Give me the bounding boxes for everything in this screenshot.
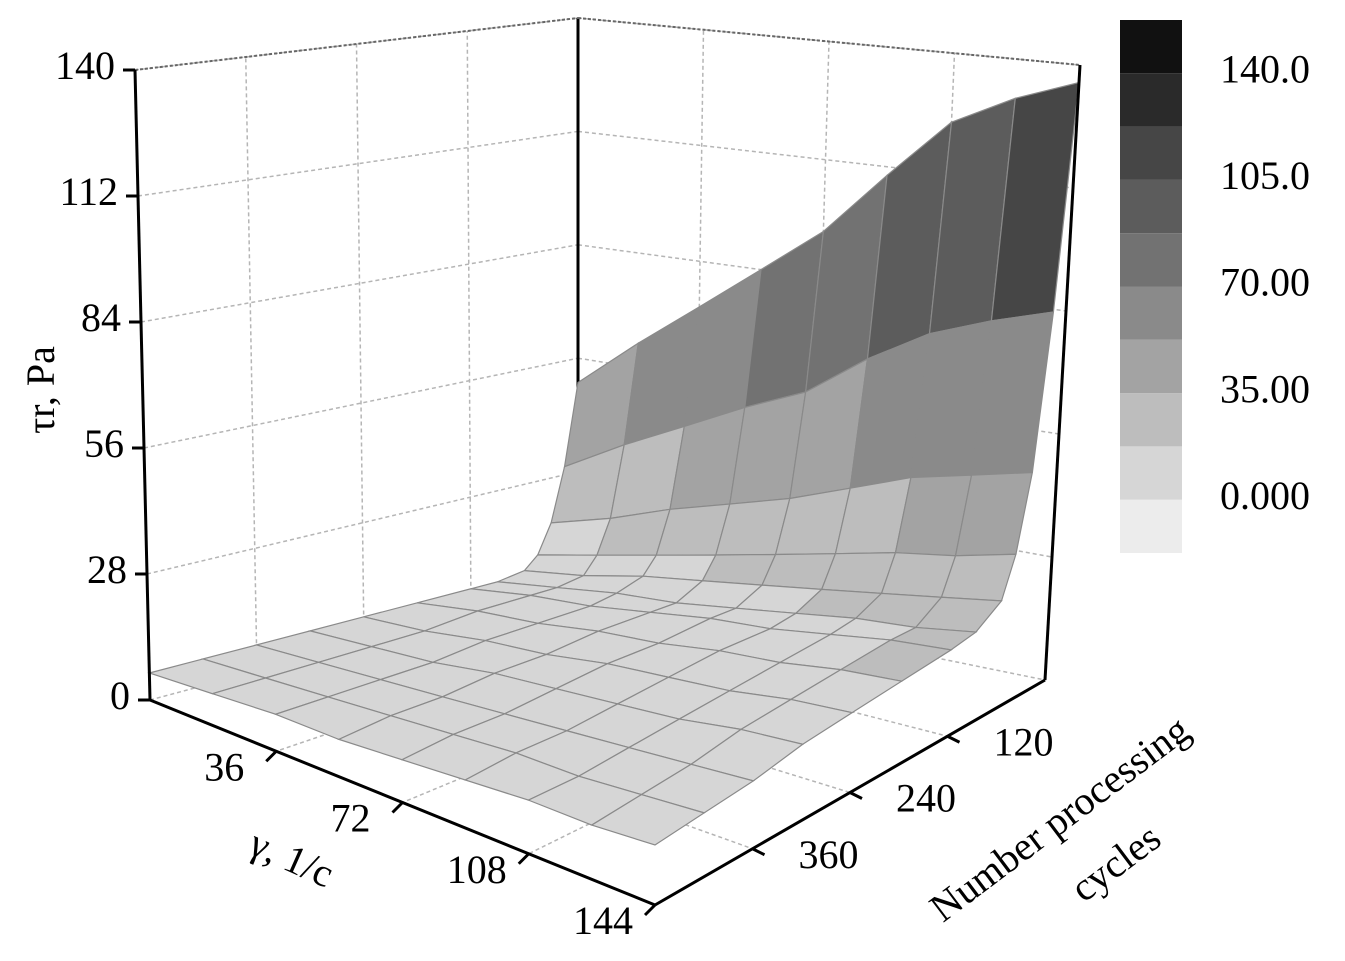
z-tick-label: 84 <box>81 295 121 340</box>
colorbar-band <box>1120 179 1182 234</box>
z-tick-label: 140 <box>55 43 115 88</box>
z-tick-label: 0 <box>110 673 130 718</box>
y-axis-title: Number processing <box>921 707 1197 931</box>
grid-line <box>245 56 258 672</box>
x-tick-label: 144 <box>573 898 633 943</box>
colorbar-band <box>1120 286 1182 340</box>
colorbar-band <box>1120 20 1182 74</box>
box-edge <box>134 17 579 71</box>
grid-line <box>466 30 472 614</box>
y-tick <box>946 734 961 744</box>
colorbar-tick-label: 105.0 <box>1220 153 1310 198</box>
colorbar-band <box>1120 126 1182 180</box>
x-axis-title: γ, 1/c <box>242 819 340 896</box>
y-tick <box>849 791 863 800</box>
grid-line <box>140 244 579 323</box>
x-tick <box>517 852 530 865</box>
colorbar-tick-label: 35.00 <box>1220 366 1310 411</box>
y-tick-label: 360 <box>799 832 859 877</box>
colorbar-tick-label: 0.000 <box>1220 473 1310 518</box>
z-tick-label: 112 <box>59 169 118 214</box>
z-axis <box>133 69 152 701</box>
colorbar-band <box>1120 499 1182 553</box>
colorbar-tick-label: 140.0 <box>1220 46 1310 91</box>
box-edge <box>577 17 1081 66</box>
colorbar-band <box>1120 393 1182 447</box>
colorbar-tick-label: 70.00 <box>1220 260 1310 305</box>
grid-line <box>146 470 579 575</box>
z-tick-label: 28 <box>87 547 127 592</box>
colorbar-band <box>1120 339 1182 394</box>
y-tick-label: 120 <box>994 719 1054 764</box>
y-tick <box>751 847 766 857</box>
colorbar-band <box>1120 233 1182 287</box>
surface-cell <box>590 793 706 846</box>
x-tick <box>643 903 657 917</box>
z-tick-label: 56 <box>84 421 124 466</box>
colorbar-band <box>1120 73 1182 127</box>
y-tick-label: 240 <box>896 776 956 821</box>
x-tick-label: 36 <box>204 744 244 789</box>
x-tick <box>265 750 278 763</box>
x-tick-label: 72 <box>331 796 371 841</box>
grid-line <box>355 43 365 643</box>
x-tick <box>391 801 404 814</box>
x-tick-label: 108 <box>447 847 507 892</box>
grid-line <box>143 357 579 449</box>
box-edge <box>1043 64 1082 681</box>
colorbar-band <box>1120 446 1182 500</box>
z-axis-title: τr, Pa <box>18 346 63 434</box>
